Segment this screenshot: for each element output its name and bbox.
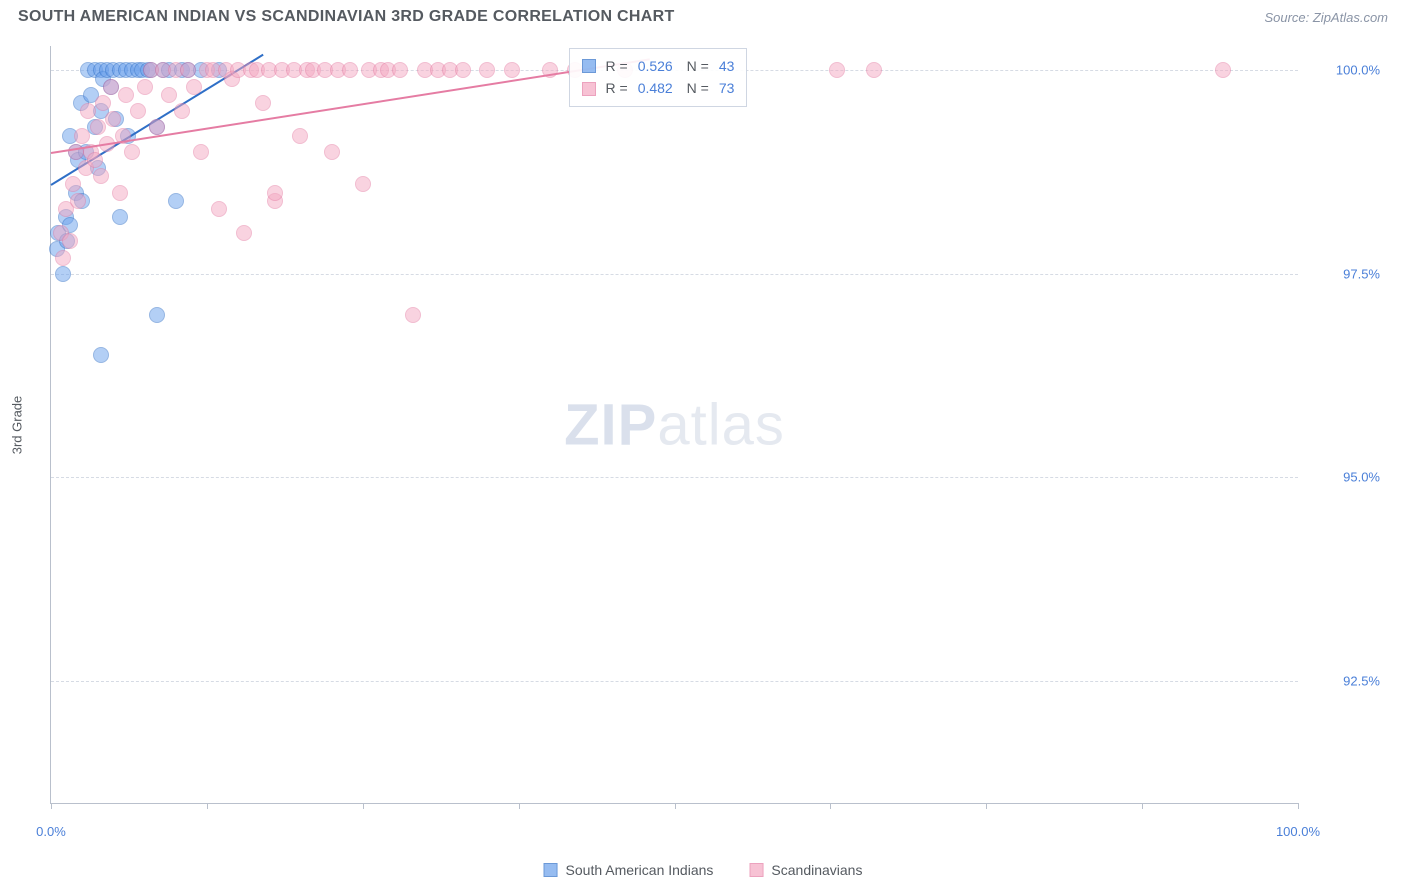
y-axis-label: 3rd Grade — [10, 395, 25, 454]
x-tick — [830, 803, 831, 809]
data-point — [267, 185, 283, 201]
y-tick-label: 100.0% — [1336, 63, 1380, 78]
x-tick — [986, 803, 987, 809]
x-tick — [1142, 803, 1143, 809]
data-point — [392, 62, 408, 78]
legend-label: Scandinavians — [771, 862, 862, 878]
data-point — [118, 87, 134, 103]
data-point — [255, 95, 271, 111]
plot-area: 3rd Grade ZIPatlas 0.0%100.0%R =0.526 N … — [50, 46, 1298, 804]
stat-r-value: 0.526 — [638, 55, 673, 77]
stat-n-label: N = — [683, 55, 709, 77]
data-point — [211, 201, 227, 217]
x-tick — [1298, 803, 1299, 809]
data-point — [168, 193, 184, 209]
legend-item: South American Indians — [544, 862, 714, 878]
data-point — [829, 62, 845, 78]
y-tick-label: 92.5% — [1343, 673, 1380, 688]
data-point — [62, 233, 78, 249]
data-point — [55, 250, 71, 266]
data-point — [455, 62, 471, 78]
data-point — [112, 185, 128, 201]
data-point — [186, 79, 202, 95]
stat-r-value: 0.482 — [638, 77, 673, 99]
watermark-light: atlas — [657, 392, 785, 457]
data-point — [866, 62, 882, 78]
data-point — [479, 62, 495, 78]
data-point — [130, 103, 146, 119]
stat-n-value: 43 — [719, 55, 735, 77]
stats-row: R = 0.526 N = 43 — [582, 55, 735, 77]
stat-r-label: R = — [606, 55, 628, 77]
data-point — [1215, 62, 1231, 78]
data-point — [405, 307, 421, 323]
data-point — [93, 168, 109, 184]
legend-swatch — [749, 863, 763, 877]
data-point — [80, 103, 96, 119]
data-point — [65, 176, 81, 192]
x-tick — [675, 803, 676, 809]
data-point — [149, 119, 165, 135]
chart-source: Source: ZipAtlas.com — [1264, 10, 1388, 25]
legend-swatch — [544, 863, 558, 877]
data-point — [342, 62, 358, 78]
chart-title: SOUTH AMERICAN INDIAN VS SCANDINAVIAN 3R… — [18, 8, 675, 26]
y-tick-label: 95.0% — [1343, 470, 1380, 485]
stat-r-label: R = — [606, 77, 628, 99]
x-tick — [519, 803, 520, 809]
data-point — [292, 128, 308, 144]
data-point — [236, 225, 252, 241]
watermark-bold: ZIP — [564, 392, 657, 457]
stat-n-label: N = — [683, 77, 709, 99]
data-point — [174, 103, 190, 119]
series-swatch — [582, 82, 596, 96]
data-point — [105, 111, 121, 127]
gridline — [51, 274, 1298, 275]
data-point — [93, 347, 109, 363]
data-point — [324, 144, 340, 160]
data-point — [74, 128, 90, 144]
data-point — [103, 79, 119, 95]
data-point — [193, 144, 209, 160]
data-point — [55, 266, 71, 282]
watermark: ZIPatlas — [564, 391, 785, 458]
data-point — [87, 152, 103, 168]
stats-box: R = 0.526 N = 43 R = 0.482 N = 73 — [569, 48, 748, 107]
chart-area: 3rd Grade ZIPatlas 0.0%100.0%R =0.526 N … — [50, 46, 1388, 822]
gridline — [51, 681, 1298, 682]
data-point — [137, 79, 153, 95]
data-point — [70, 193, 86, 209]
legend-item: Scandinavians — [749, 862, 862, 878]
x-tick — [51, 803, 52, 809]
legend-label: South American Indians — [566, 862, 714, 878]
data-point — [149, 307, 165, 323]
data-point — [161, 87, 177, 103]
x-tick — [363, 803, 364, 809]
data-point — [112, 209, 128, 225]
data-point — [355, 176, 371, 192]
x-tick — [207, 803, 208, 809]
data-point — [90, 119, 106, 135]
x-tick-label: 100.0% — [1276, 824, 1320, 839]
data-point — [504, 62, 520, 78]
series-swatch — [582, 59, 596, 73]
stat-n-value: 73 — [719, 77, 735, 99]
y-tick-label: 97.5% — [1343, 266, 1380, 281]
x-tick-label: 0.0% — [36, 824, 66, 839]
stats-row: R = 0.482 N = 73 — [582, 77, 735, 99]
data-point — [180, 62, 196, 78]
data-point — [95, 95, 111, 111]
legend: South American Indians Scandinavians — [544, 862, 863, 878]
data-point — [124, 144, 140, 160]
gridline — [51, 477, 1298, 478]
